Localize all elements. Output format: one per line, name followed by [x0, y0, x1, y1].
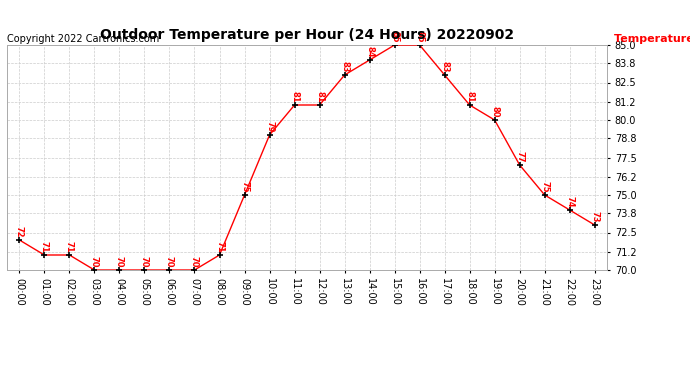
Text: 79: 79 — [265, 121, 274, 132]
Text: 80: 80 — [490, 106, 499, 117]
Text: Temperature (°F): Temperature (°F) — [614, 34, 690, 44]
Text: 71: 71 — [215, 241, 224, 252]
Text: 72: 72 — [15, 226, 24, 237]
Text: 71: 71 — [40, 241, 49, 252]
Title: Outdoor Temperature per Hour (24 Hours) 20220902: Outdoor Temperature per Hour (24 Hours) … — [100, 28, 514, 42]
Text: 75: 75 — [540, 181, 549, 192]
Text: Copyright 2022 Cartronics.com: Copyright 2022 Cartronics.com — [7, 34, 159, 44]
Text: 75: 75 — [240, 181, 249, 192]
Text: 83: 83 — [340, 61, 349, 72]
Text: 74: 74 — [565, 196, 574, 207]
Text: 83: 83 — [440, 61, 449, 72]
Text: 73: 73 — [590, 211, 599, 222]
Text: 77: 77 — [515, 151, 524, 162]
Text: 81: 81 — [290, 91, 299, 102]
Text: 85: 85 — [390, 31, 399, 42]
Text: 81: 81 — [315, 91, 324, 102]
Text: 70: 70 — [90, 256, 99, 267]
Text: 71: 71 — [65, 241, 74, 252]
Text: 70: 70 — [115, 256, 124, 267]
Text: 70: 70 — [190, 256, 199, 267]
Text: 84: 84 — [365, 46, 374, 57]
Text: 85: 85 — [415, 31, 424, 42]
Text: 81: 81 — [465, 91, 474, 102]
Text: 70: 70 — [140, 256, 149, 267]
Text: 70: 70 — [165, 256, 174, 267]
